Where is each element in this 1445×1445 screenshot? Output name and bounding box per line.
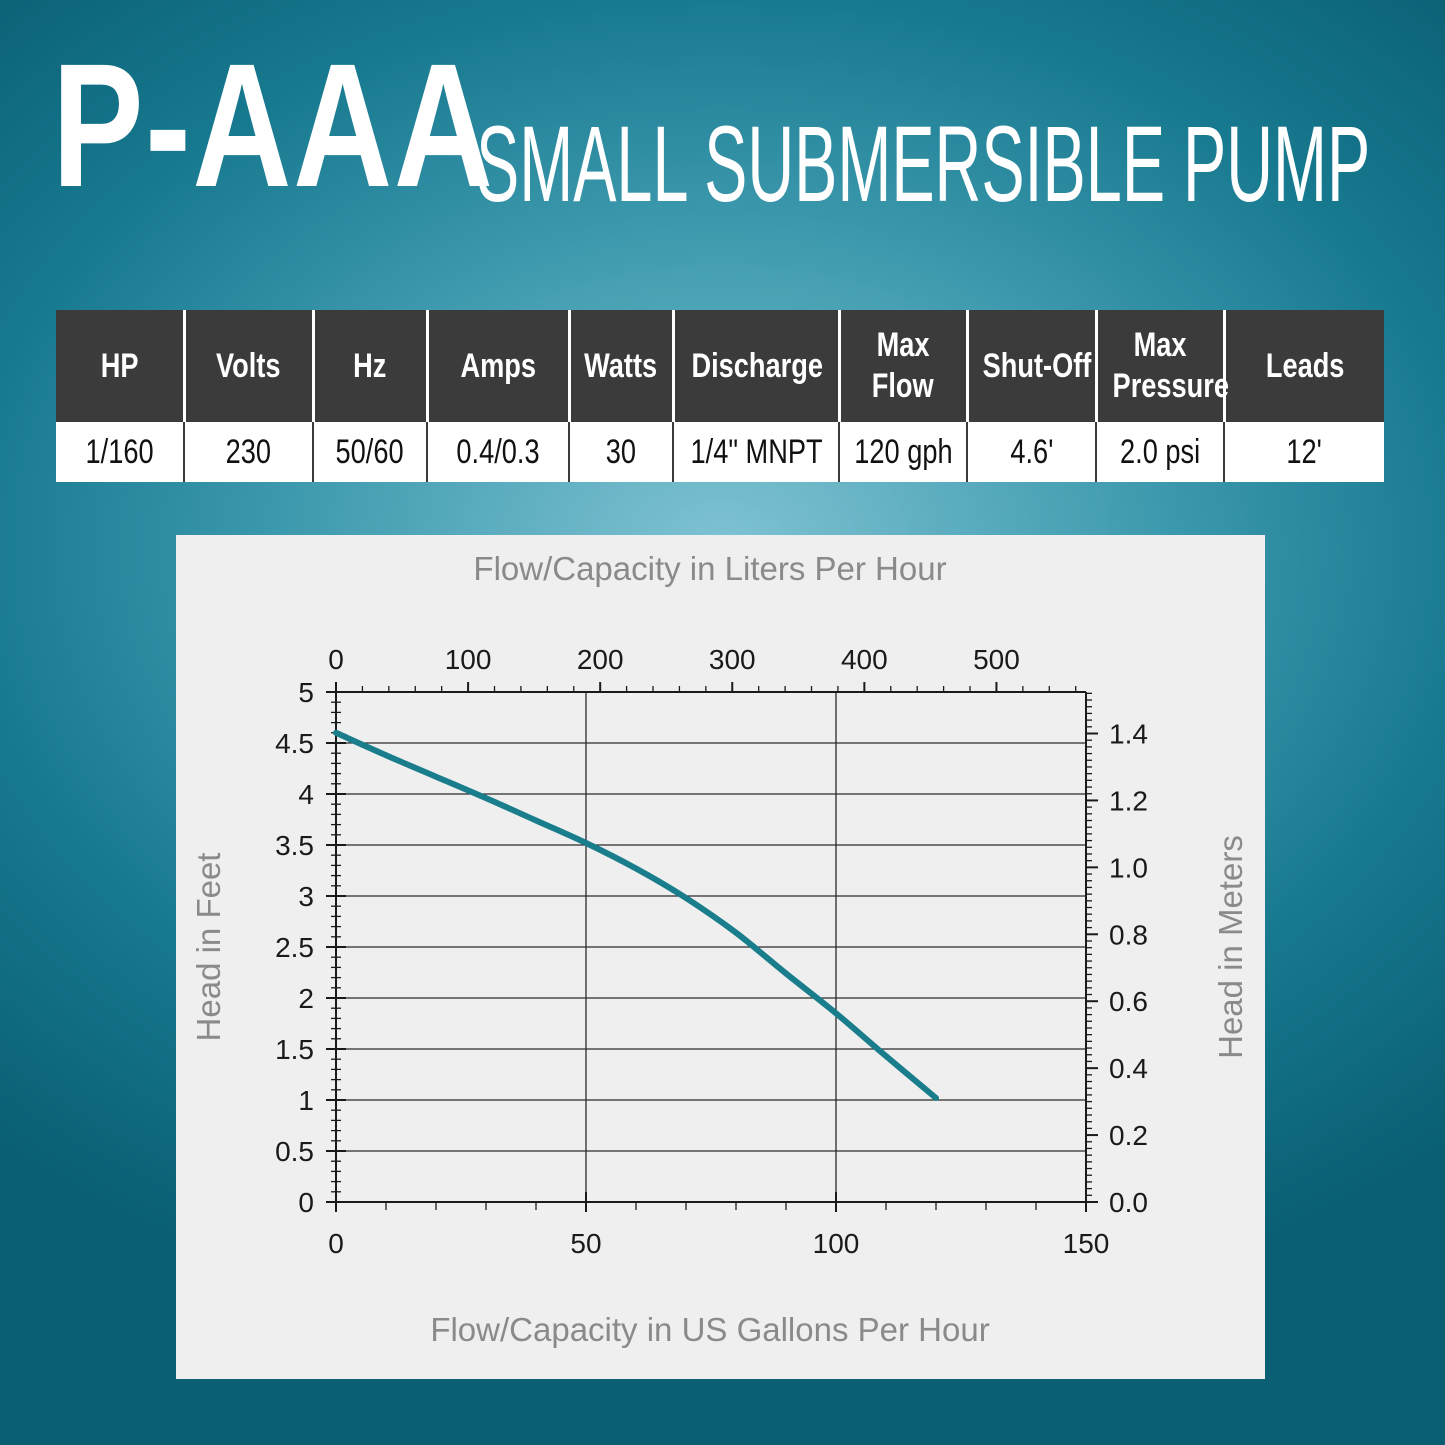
left-tick-label: 3 bbox=[298, 881, 314, 912]
left-tick-label: 0.5 bbox=[275, 1136, 314, 1167]
right-tick-label: 1.4 bbox=[1109, 718, 1148, 749]
spec-value-leads: 12' bbox=[1224, 422, 1384, 482]
product-subtitle: SMALL SUBMERSIBLE PUMP bbox=[476, 103, 1371, 224]
right-axis-label: Head in Meters bbox=[1212, 835, 1249, 1059]
curve-data-point bbox=[533, 818, 539, 824]
left-tick-label: 1.5 bbox=[275, 1034, 314, 1065]
left-tick-label: 4 bbox=[298, 779, 314, 810]
right-tick-label: 0.2 bbox=[1109, 1120, 1148, 1151]
header: P-AAA SMALL SUBMERSIBLE PUMP bbox=[0, 0, 1445, 260]
spec-header-discharge: Discharge bbox=[673, 310, 841, 422]
curve-data-point bbox=[583, 840, 589, 846]
top-axis-label: Flow/Capacity in Liters Per Hour bbox=[473, 550, 946, 587]
performance-chart: Flow/Capacity in Liters Per Hour Flow/Ca… bbox=[190, 550, 1249, 1348]
spec-value-hz: 50/60 bbox=[313, 422, 428, 482]
spec-header-hz: Hz bbox=[313, 310, 429, 422]
spec-value-hp: 1/160 bbox=[56, 422, 185, 482]
grid-layer bbox=[335, 691, 1087, 1203]
left-axis-label: Head in Feet bbox=[190, 853, 227, 1042]
curve-data-point bbox=[933, 1095, 939, 1101]
left-tick-label: 1 bbox=[298, 1085, 314, 1116]
spec-value-volts: 230 bbox=[184, 422, 314, 482]
bottom-tick-label: 0 bbox=[328, 1228, 344, 1259]
curve-data-point bbox=[783, 971, 789, 977]
spec-header-watts: Watts bbox=[569, 310, 675, 422]
spec-header-max-pressure: Max Pressure bbox=[1096, 310, 1228, 422]
right-tick-label: 0.8 bbox=[1109, 919, 1148, 950]
top-tick-label: 200 bbox=[577, 644, 624, 675]
performance-chart-panel: Flow/Capacity in Liters Per Hour Flow/Ca… bbox=[176, 535, 1265, 1379]
spec-value-max-pressure: 2.0 psi bbox=[1096, 422, 1225, 482]
top-tick-label: 500 bbox=[973, 644, 1020, 675]
curve-data-point bbox=[383, 752, 389, 758]
right-tick-label: 0.4 bbox=[1109, 1053, 1148, 1084]
left-tick-label: 5 bbox=[298, 677, 314, 708]
specs-value-row: 1/160 230 50/60 0.4/0.3 30 1/4" MNPT 120… bbox=[56, 422, 1384, 482]
bottom-tick-label: 150 bbox=[1063, 1228, 1110, 1259]
curve-data-point bbox=[633, 865, 639, 871]
spec-header-leads: Leads bbox=[1224, 310, 1384, 422]
data-point-layer bbox=[333, 730, 939, 1101]
spec-value-max-flow: 120 gph bbox=[839, 422, 968, 482]
pump-curve-line bbox=[333, 729, 939, 1101]
curve-data-point bbox=[683, 895, 689, 901]
spec-header-amps: Amps bbox=[427, 310, 571, 422]
bottom-tick-label: 100 bbox=[813, 1228, 860, 1259]
top-tick-label: 0 bbox=[328, 644, 344, 675]
spec-value-watts: 30 bbox=[569, 422, 674, 482]
spec-header-hp: HP bbox=[56, 310, 186, 422]
spec-value-discharge: 1/4" MNPT bbox=[673, 422, 840, 482]
curve-data-point bbox=[483, 795, 489, 801]
right-tick-label: 0.6 bbox=[1109, 986, 1148, 1017]
top-tick-label: 300 bbox=[709, 644, 756, 675]
left-tick-label: 3.5 bbox=[275, 830, 314, 861]
curve-data-point bbox=[433, 774, 439, 780]
spec-header-volts: Volts bbox=[184, 310, 315, 422]
tick-layer bbox=[326, 682, 1098, 1212]
left-tick-label: 4.5 bbox=[275, 728, 314, 759]
left-tick-label: 2 bbox=[298, 983, 314, 1014]
spec-value-amps: 0.4/0.3 bbox=[427, 422, 570, 482]
spec-header-max-flow: Max Flow bbox=[839, 310, 969, 422]
bottom-tick-label: 50 bbox=[570, 1228, 601, 1259]
left-tick-label: 0 bbox=[298, 1187, 314, 1218]
right-tick-label: 1.2 bbox=[1109, 785, 1148, 816]
specs-table: HP Volts Hz Amps Watts Discharge Max Flow… bbox=[56, 310, 1384, 482]
left-tick-label: 2.5 bbox=[275, 932, 314, 963]
curve-data-point bbox=[333, 730, 339, 736]
specs-header-row: HP Volts Hz Amps Watts Discharge Max Flow… bbox=[56, 310, 1384, 422]
spec-header-shut-off: Shut-Off bbox=[967, 310, 1098, 422]
top-tick-label: 100 bbox=[445, 644, 492, 675]
curve-data-point bbox=[833, 1010, 839, 1016]
model-title: P-AAA bbox=[52, 28, 495, 224]
bottom-axis-label: Flow/Capacity in US Gallons Per Hour bbox=[430, 1311, 989, 1348]
right-tick-label: 0.0 bbox=[1109, 1187, 1148, 1218]
spec-value-shut-off: 4.6' bbox=[967, 422, 1097, 482]
right-tick-label: 1.0 bbox=[1109, 852, 1148, 883]
curve-data-point bbox=[733, 930, 739, 936]
top-tick-label: 400 bbox=[841, 644, 888, 675]
curve-data-point bbox=[883, 1053, 889, 1059]
